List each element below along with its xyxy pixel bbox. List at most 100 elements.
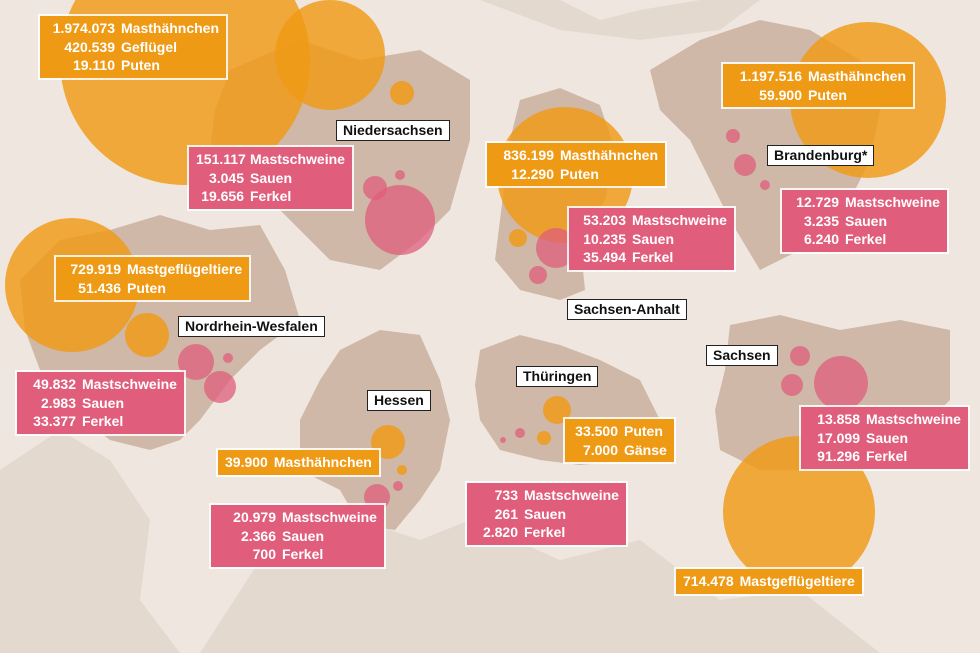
stat-label: Ferkel <box>282 546 324 562</box>
state-label-nrw: Nordrhein-Wesfalen <box>178 316 325 337</box>
stat-label: Mastschweine <box>632 212 727 228</box>
stat-row: 10.235 Sauen <box>576 230 727 249</box>
state-label-thueringen: Thüringen <box>516 366 599 387</box>
pig-bubble-nrw-3 <box>223 353 233 363</box>
stat-label: Sauen <box>250 169 293 186</box>
stat-label: Mastgeflügeltiere <box>127 261 243 277</box>
pig-bubble-niedersachsen-medium <box>363 176 387 200</box>
neighbour-land-north <box>480 0 760 40</box>
stat-row: 2.366 Sauen <box>218 527 377 546</box>
stat-value: 2.366 <box>240 527 276 544</box>
state-label-niedersachsen: Niedersachsen <box>336 120 450 141</box>
stat-row: 714.478 Mastgeflügeltiere <box>683 572 855 591</box>
poultry-box-sachsen-anhalt: 836.199 Masthähnchen 12.290 Puten <box>484 141 668 188</box>
stat-label: Ferkel <box>82 413 124 429</box>
stat-label: Mastschweine <box>250 151 345 167</box>
stat-value: 33.377 <box>33 413 76 429</box>
stat-row: 2.820 Ferkel <box>474 523 619 542</box>
pig-box-hessen: 20.979 Mastschweine 2.366 Sauen 700 Ferkel <box>209 503 386 569</box>
stat-row: 12.729 Mastschweine <box>789 193 940 212</box>
stat-label: Ferkel <box>250 188 292 204</box>
stat-label: Masthähnchen <box>121 20 220 36</box>
stat-label: Sauen <box>82 394 125 411</box>
stat-value: 420.539 <box>64 38 115 55</box>
stat-label: Sauen <box>866 429 909 446</box>
pig-box-sachsen-anhalt: 53.203 Mastschweine 10.235 Sauen 35.494 Fer… <box>567 206 736 272</box>
stat-value: 151.117 <box>196 151 246 167</box>
stat-label: Sauen <box>282 527 325 544</box>
stat-value: 2.983 <box>40 394 76 411</box>
stat-value: 12.729 <box>796 194 839 210</box>
pig-box-niedersachsen: 151.117 Mastschweine 3.045 Sauen 19.656 Fer… <box>187 145 354 211</box>
pig-box-brandenburg: 12.729 Mastschweine 3.235 Sauen 6.240 Ferke… <box>780 188 949 254</box>
pig-bubble-sachsen-large <box>814 356 868 410</box>
stat-label: Mastschweine <box>282 509 377 525</box>
stat-row: 836.199 Masthähnchen <box>494 146 658 165</box>
stat-row: 2.983 Sauen <box>24 394 177 413</box>
stat-label: Ferkel <box>866 448 908 464</box>
stat-row: 19.110 Puten <box>47 56 219 75</box>
stat-label: Ferkel <box>845 231 887 247</box>
stat-row: 151.117 Mastschweine <box>196 150 345 169</box>
pig-bubble-sachsen-small <box>781 374 803 396</box>
stat-row: 700 Ferkel <box>218 545 377 564</box>
poultry-box-hessen: 39.900 Masthähnchen <box>216 448 381 477</box>
stat-value: 20.979 <box>233 509 276 525</box>
stat-value: 261 <box>494 505 518 522</box>
pig-bubble-hessen-small <box>393 481 403 491</box>
stat-row: 35.494 Ferkel <box>576 248 727 267</box>
stat-value: 733 <box>494 487 518 503</box>
poultry-box-brandenburg: 1.197.516 Masthähnchen 59.900 Puten <box>720 62 916 109</box>
poultry-bubble-sachsen-anhalt-small <box>509 229 527 247</box>
pig-box-nrw: 49.832 Mastschweine 2.983 Sauen 33.377 Ferk… <box>15 370 186 436</box>
stat-value: 10.235 <box>583 230 626 247</box>
state-label-hessen: Hessen <box>367 390 431 411</box>
stat-row: 6.240 Ferkel <box>789 230 940 249</box>
stat-value: 6.240 <box>803 231 839 247</box>
pig-bubble-nrw-1 <box>178 344 214 380</box>
stat-value: 700 <box>252 546 276 562</box>
pig-bubble-sachsen-anhalt-large <box>536 228 576 268</box>
stat-value: 49.832 <box>33 376 76 392</box>
poultry-box-niedersachsen: 1.974.073 Masthähnchen 420.539 Geflügel 19… <box>37 14 229 80</box>
stat-label: Sauen <box>524 505 567 522</box>
pig-bubble-hessen <box>364 484 390 510</box>
stat-label: Mastschweine <box>524 487 619 503</box>
stat-row: 420.539 Geflügel <box>47 38 219 57</box>
stat-row: 13.858 Mastschweine <box>808 410 961 429</box>
neighbour-land-west <box>0 430 180 653</box>
stat-value: 19.110 <box>72 57 115 73</box>
pig-bubble-brandenburg-1 <box>734 154 756 176</box>
stat-value: 714.478 <box>683 573 734 589</box>
stat-value: 33.500 <box>575 423 618 439</box>
pig-box-sachsen: 13.858 Mastschweine 17.099 Sauen 91.296 Fer… <box>799 405 970 471</box>
stat-row: 20.979 Mastschweine <box>218 508 377 527</box>
stat-label: Masthähnchen <box>273 454 372 470</box>
stat-label: Ferkel <box>524 524 566 540</box>
stat-row: 261 Sauen <box>474 505 619 524</box>
pig-bubble-niedersachsen-large <box>365 185 435 255</box>
pig-bubble-sachsen-anhalt-small <box>529 266 547 284</box>
stat-value: 35.494 <box>583 249 626 265</box>
stat-value: 17.099 <box>817 429 860 446</box>
stat-label: Puten <box>560 165 599 182</box>
stat-label: Geflügel <box>121 38 178 55</box>
stat-value: 836.199 <box>503 147 554 163</box>
poultry-bubble-hessen <box>371 425 405 459</box>
stat-value: 51.436 <box>78 279 121 296</box>
stat-value: 59.900 <box>759 86 802 103</box>
stat-value: 12.290 <box>511 165 554 182</box>
state-label-sachsen: Sachsen <box>706 345 778 366</box>
stat-row: 53.203 Mastschweine <box>576 211 727 230</box>
stat-row: 12.290 Puten <box>494 165 658 184</box>
stat-value: 1.197.516 <box>739 68 802 84</box>
stat-label: Masthähnchen <box>808 68 907 84</box>
stat-value: 729.919 <box>70 261 121 277</box>
poultry-bubble-hessen-small <box>397 465 407 475</box>
state-shape-hessen <box>300 330 450 530</box>
poultry-bubble-sachsen <box>723 436 875 588</box>
pig-bubble-brandenburg-3 <box>760 180 770 190</box>
stat-row: 49.832 Mastschweine <box>24 375 177 394</box>
stat-label: Puten <box>624 423 663 439</box>
